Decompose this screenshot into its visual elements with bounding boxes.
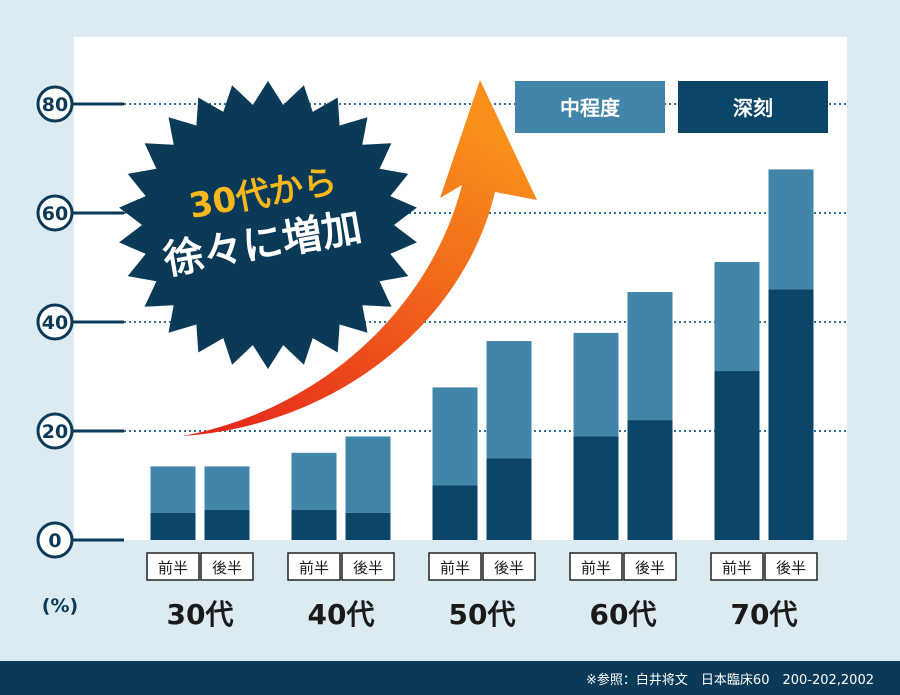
bar-segment-severe bbox=[150, 512, 196, 540]
subgroup-label-box bbox=[287, 552, 341, 581]
y-tick-label: 0 bbox=[48, 530, 61, 552]
legend: 中程度 深刻 bbox=[515, 81, 828, 133]
footer-bar: ※参照：白井将文 日本臨床60 200-202,2002 bbox=[0, 661, 900, 695]
subgroup-label: 前半 bbox=[581, 559, 611, 577]
bar-segment-moderate bbox=[573, 332, 619, 437]
bar-segment-severe bbox=[345, 512, 391, 540]
y-tick-badge bbox=[36, 194, 74, 232]
category-label: 60代 bbox=[590, 598, 657, 631]
subgroup-label: 後半 bbox=[635, 559, 665, 577]
bar-segment-severe bbox=[291, 510, 337, 540]
subgroup-label: 後半 bbox=[776, 559, 806, 577]
bar-segment-severe bbox=[714, 371, 760, 540]
subgroup-label: 後半 bbox=[353, 559, 383, 577]
subgroup-label-box bbox=[341, 552, 395, 581]
bar-segment-severe bbox=[204, 510, 250, 540]
bar-segment-moderate bbox=[150, 466, 196, 513]
bar-segment-moderate bbox=[768, 169, 814, 290]
y-tick-label: 20 bbox=[42, 421, 68, 443]
subgroup-label-box bbox=[200, 552, 254, 581]
category-label: 50代 bbox=[449, 598, 516, 631]
bar-segment-severe bbox=[486, 458, 532, 540]
category-label: 30代 bbox=[167, 598, 234, 631]
y-tick-label: 60 bbox=[42, 203, 68, 225]
starburst-badge: 30代から 徐々に増加 bbox=[119, 81, 417, 369]
legend-label-moderate: 中程度 bbox=[560, 96, 621, 120]
trend-arrow bbox=[183, 80, 537, 436]
y-unit-label: (%) bbox=[42, 595, 78, 617]
subgroup-label: 前半 bbox=[158, 559, 188, 577]
bar-segment-severe bbox=[573, 436, 619, 540]
legend-swatch-moderate bbox=[515, 81, 665, 133]
bar-segment-severe bbox=[627, 420, 673, 540]
subgroup-label-box bbox=[623, 552, 677, 581]
subgroup-label-box bbox=[146, 552, 200, 581]
source-citation: ※参照：白井将文 日本臨床60 200-202,2002 bbox=[586, 673, 874, 688]
bar-segment-moderate bbox=[204, 466, 250, 511]
bar-segment-moderate bbox=[291, 452, 337, 511]
subgroup-label: 後半 bbox=[494, 559, 524, 577]
legend-swatch-severe bbox=[678, 81, 828, 133]
bar-segment-moderate bbox=[486, 341, 532, 459]
subgroup-label: 後半 bbox=[212, 559, 242, 577]
y-tick-label: 40 bbox=[42, 312, 68, 334]
subgroup-label-box bbox=[569, 552, 623, 581]
subgroup-label: 前半 bbox=[299, 559, 329, 577]
category-label: 70代 bbox=[731, 598, 798, 631]
bar-segment-severe bbox=[768, 289, 814, 540]
bar-segment-moderate bbox=[345, 436, 391, 513]
bar-segment-moderate bbox=[627, 292, 673, 421]
starburst-shape bbox=[119, 81, 417, 369]
y-tick-badge bbox=[36, 85, 74, 123]
y-tick-label: 80 bbox=[42, 94, 68, 116]
subgroup-label: 前半 bbox=[440, 559, 470, 577]
subgroup-label-box bbox=[482, 552, 536, 581]
subgroup-label-box bbox=[428, 552, 482, 581]
bar-segment-moderate bbox=[432, 387, 478, 486]
category-label: 40代 bbox=[308, 598, 375, 631]
subgroup-label-box bbox=[764, 552, 818, 581]
y-tick-badge bbox=[36, 303, 74, 341]
legend-label-severe: 深刻 bbox=[733, 96, 773, 120]
subgroup-label: 前半 bbox=[722, 559, 752, 577]
bar-segment-severe bbox=[432, 485, 478, 540]
subgroup-label-box bbox=[710, 552, 764, 581]
y-tick-badge bbox=[36, 412, 74, 450]
bar-segment-moderate bbox=[714, 262, 760, 372]
y-tick-badge bbox=[36, 521, 74, 559]
